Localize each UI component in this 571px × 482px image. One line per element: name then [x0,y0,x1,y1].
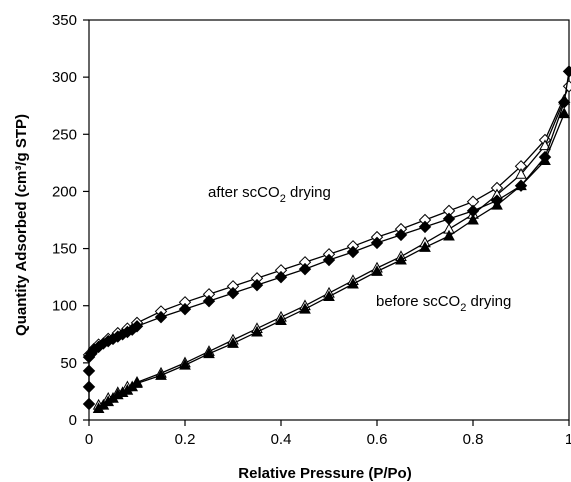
series-annotation: before scCO2 drying [376,293,511,314]
axes-layer: 0 50 100 150 200 250 300 350 0 0.2 0.4 0.6 0.8 1 [52,12,571,448]
triangle-marker [275,314,287,326]
diamond-marker [442,212,456,226]
triangle-marker [539,154,551,166]
diamond-marker [82,380,96,394]
annotation-subscript: 2 [460,302,466,314]
y-tick-label: 150 [52,241,77,258]
triangle-marker [131,377,143,388]
triangle-marker [558,107,571,119]
triangle-marker [203,347,215,359]
triangle-marker [299,302,311,314]
annotation-prefix: before scCO [376,293,460,310]
plot-area [88,19,570,421]
x-axis-title: Relative Pressure (P/Po) [238,465,411,482]
y-tick-label: 50 [60,355,77,372]
diamond-marker [418,220,432,234]
y-tick-label: 200 [52,183,77,200]
diamond-marker [562,65,571,78]
x-tick-label: 1 [565,431,571,448]
annotation-prefix: after scCO [208,184,280,201]
diamond-marker [322,253,336,267]
y-tick-label: 300 [52,69,77,86]
triangle-marker [491,198,503,210]
series-0 [82,65,571,411]
annotation-suffix: drying [286,184,331,201]
diamond-marker [154,310,168,324]
triangle-marker [419,241,431,252]
diamond-marker [370,236,384,250]
diamond-marker [82,397,96,411]
x-tick-label: 0 [85,431,93,448]
diamond-marker [394,228,408,242]
triangle-marker [467,213,479,225]
triangle-marker [539,139,551,151]
y-tick-label: 350 [52,12,77,29]
triangle-marker [347,277,359,289]
triangle-marker [155,369,167,380]
diamond-marker [130,320,144,333]
diamond-marker [82,364,96,378]
annotation-suffix: drying [466,293,511,310]
annotation-subscript: 2 [280,193,286,205]
plot-frame [88,19,570,421]
diamond-marker [178,302,192,316]
triangle-marker [371,265,383,276]
diamond-marker [250,278,264,292]
triangle-marker [323,290,335,302]
y-tick-label: 250 [52,126,77,143]
triangle-marker [251,325,263,337]
triangle-marker [515,167,527,179]
labels-layer: Relative Pressure (P/Po) Quantity Adsorbe… [13,114,511,482]
series-annotation: after scCO2 drying [208,184,331,205]
y-axis-title: Quantity Adsorbed (cm³/g STP) [13,114,30,336]
diamond-marker [346,245,360,259]
triangle-marker [227,337,239,348]
y-tick-label: 0 [69,412,77,429]
x-tick-label: 0.8 [463,431,484,448]
diamond-marker [202,294,216,308]
triangle-marker [515,179,527,191]
diamond-marker [226,286,240,300]
diamond-marker [274,270,288,284]
triangle-marker [395,253,407,265]
y-tick-label: 100 [52,298,77,315]
series-layer [82,65,571,414]
series-2 [92,107,571,414]
x-tick-label: 0.6 [367,431,388,448]
x-tick-label: 0.4 [271,431,292,448]
x-tick-label: 0.2 [175,431,196,448]
triangle-marker [443,229,455,241]
triangle-marker [179,358,191,370]
diamond-marker [298,262,312,276]
